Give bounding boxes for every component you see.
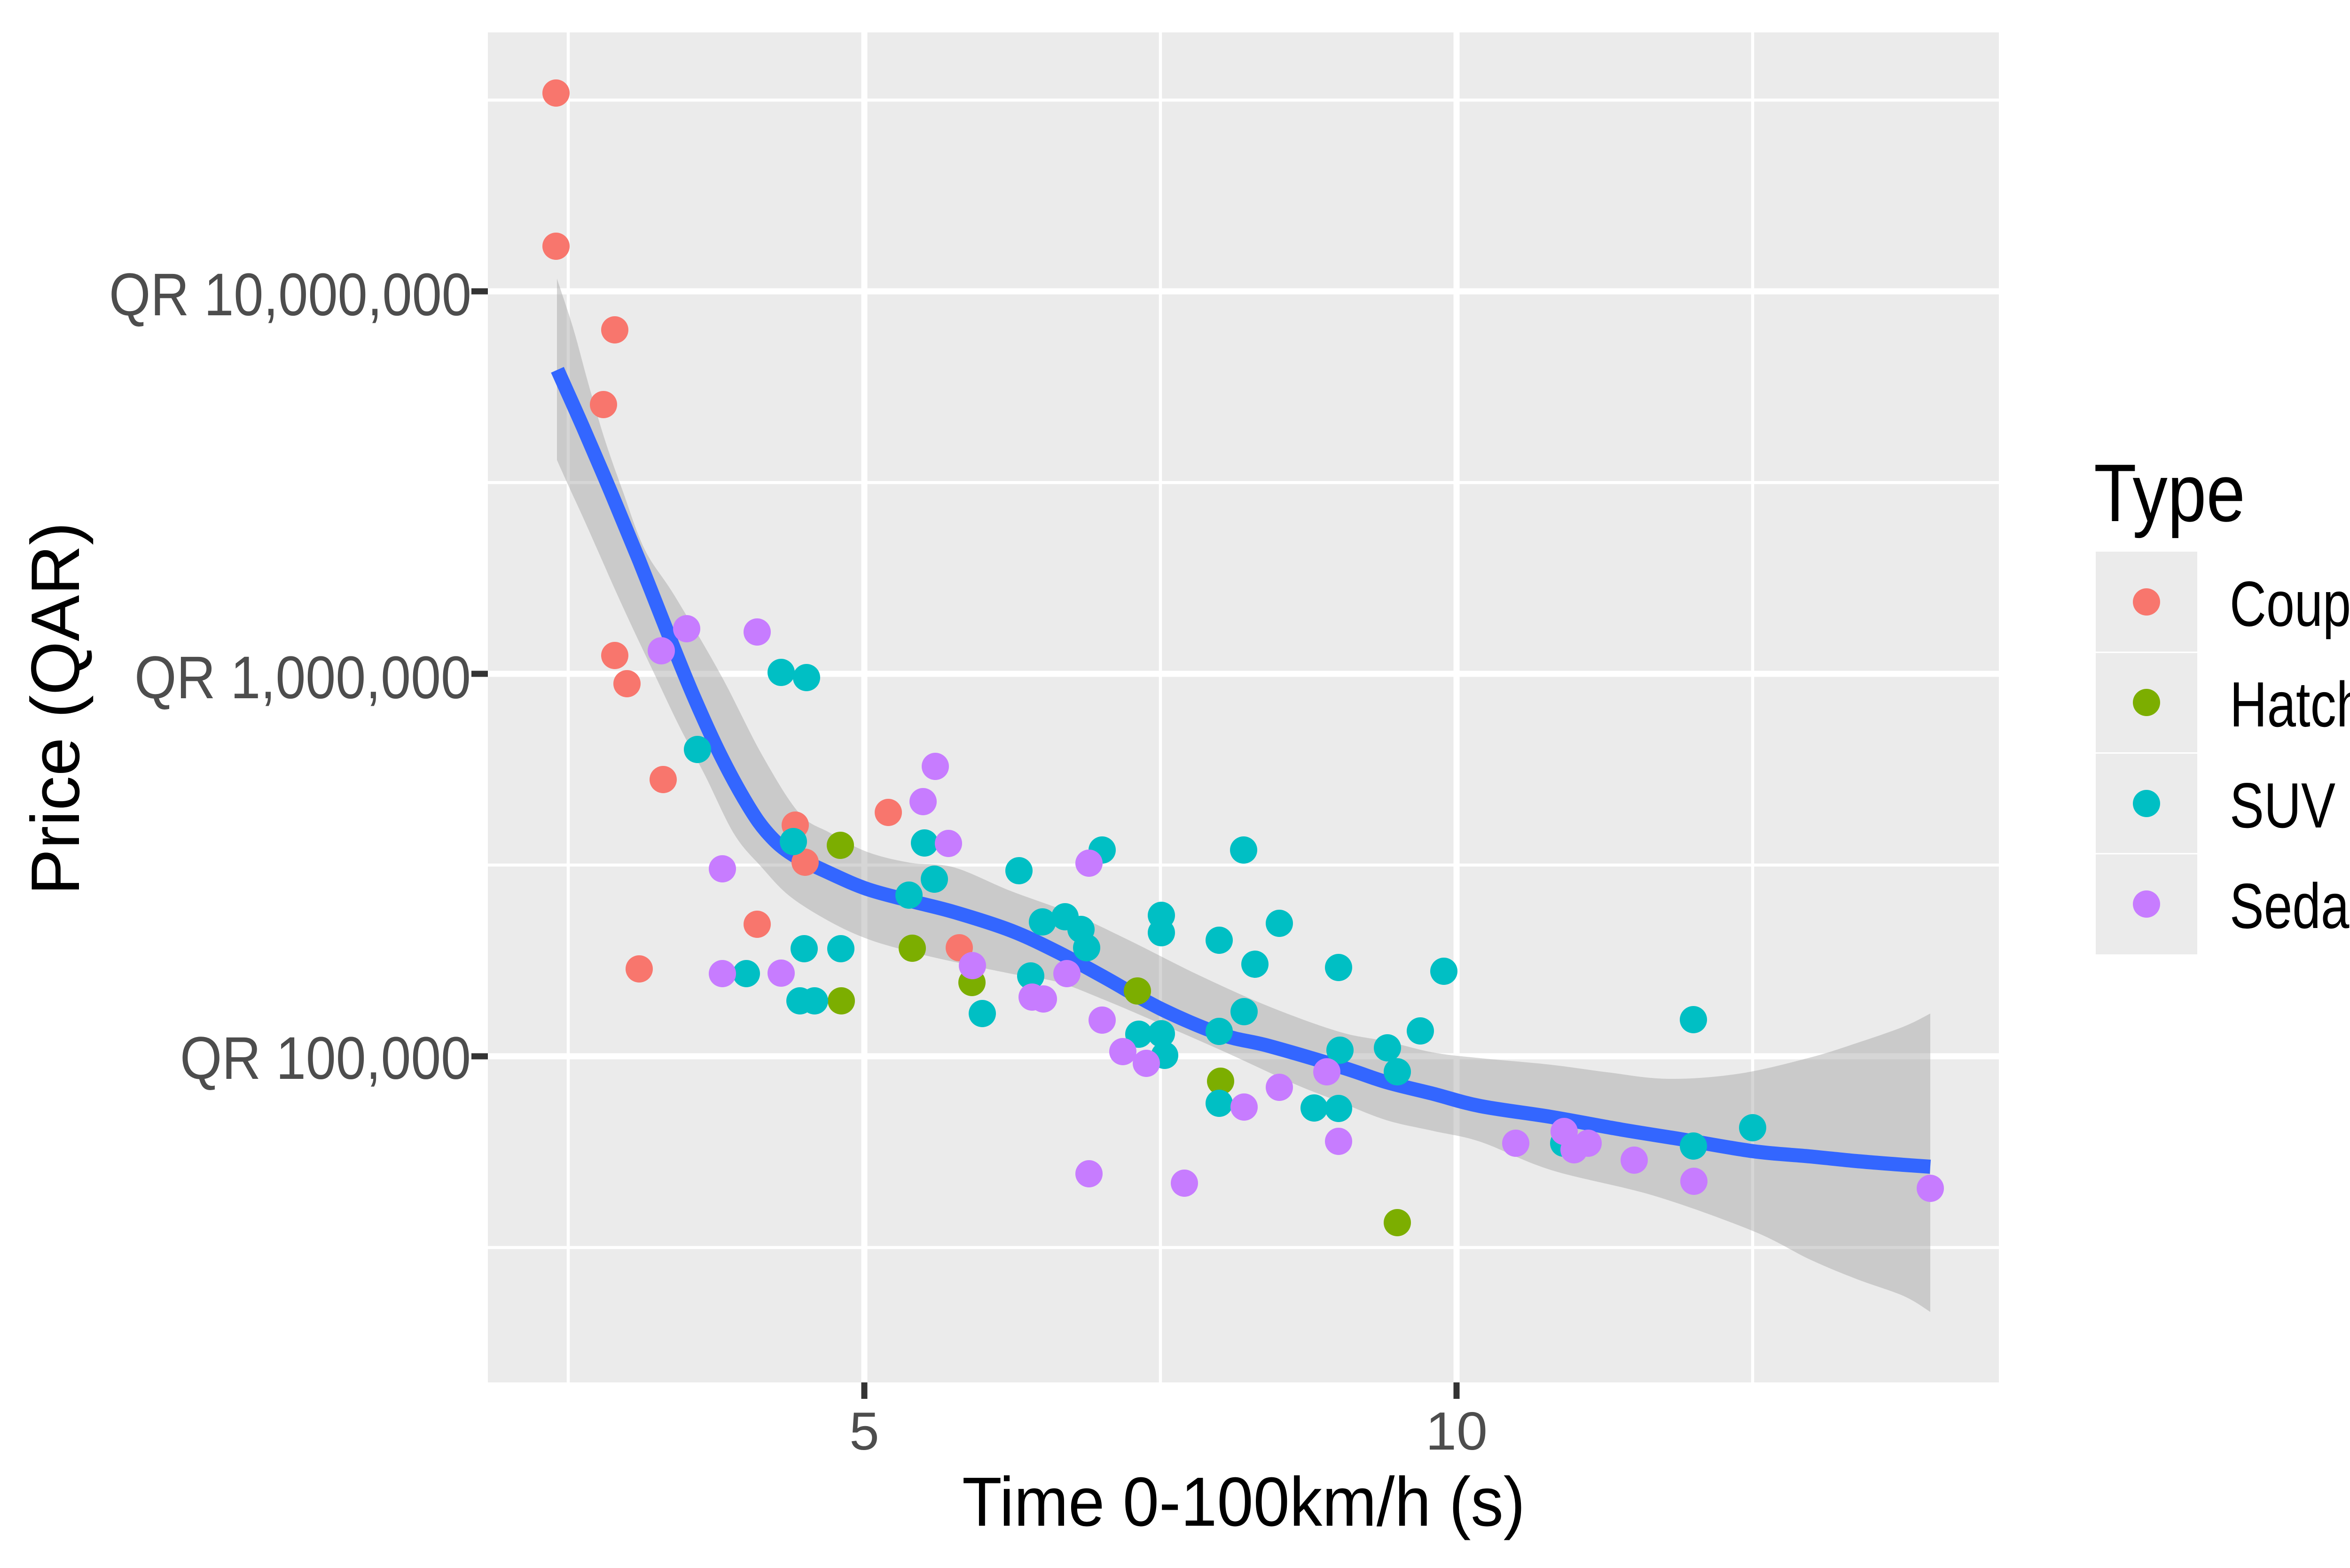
svg-text:QR 10,000,000: QR 10,000,000 bbox=[109, 261, 471, 328]
svg-text:Coupe: Coupe bbox=[2230, 568, 2350, 640]
svg-text:Sedan: Sedan bbox=[2230, 870, 2350, 942]
svg-text:5: 5 bbox=[849, 1402, 879, 1461]
svg-text:QR 1,000,000: QR 1,000,000 bbox=[134, 644, 471, 711]
svg-text:Price (QAR): Price (QAR) bbox=[17, 522, 94, 895]
svg-text:SUV: SUV bbox=[2230, 770, 2335, 841]
svg-text:Type: Type bbox=[2094, 447, 2245, 538]
svg-text:Hatchback: Hatchback bbox=[2230, 669, 2350, 740]
svg-text:Time 0-100km/h (s): Time 0-100km/h (s) bbox=[962, 1463, 1525, 1541]
svg-text:QR 100,000: QR 100,000 bbox=[180, 1025, 471, 1092]
svg-text:10: 10 bbox=[1426, 1402, 1488, 1461]
